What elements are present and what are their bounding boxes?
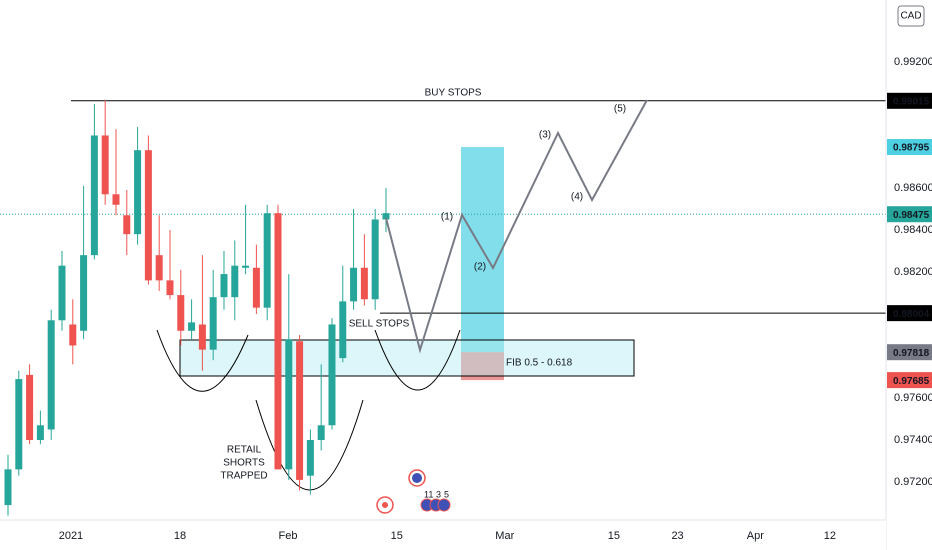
price-marker [887,372,932,389]
retail-label: SHORTS [223,458,265,469]
price-marker-label: 0.98795 [893,143,930,154]
candle-body [26,374,34,440]
price-marker-label: 0.99015 [893,96,930,107]
curve [156,329,249,392]
candle-body [198,324,206,350]
wave-path [385,99,648,354]
wave-label: (4) [571,192,583,203]
candle-body [177,295,185,331]
x-tick-label: 23 [671,530,683,542]
y-tick-label: 0.97600 [894,392,932,404]
retail-label: RETAIL [227,445,262,456]
candle-body [90,135,98,256]
fib-box [179,339,635,377]
candle-body [231,265,239,298]
x-tick-label: Mar [495,530,514,542]
candle-body [220,274,228,298]
candle-body [296,341,304,480]
axes: 2021 18 Feb 15 Mar 15 23 Apr 12 0.99200 0.98600 0.9… [59,56,932,542]
price-marker [887,305,932,322]
y-tick-label: 0.98200 [894,266,932,278]
buy-stops-label: BUY STOPS [425,88,482,99]
event-count: 5 [444,489,449,499]
candle-body [242,265,250,268]
candle-body [144,150,152,281]
price-marker-label: 0.97685 [893,376,930,387]
y-tick-label: 0.97200 [894,476,932,488]
y-tick-label: 0.97400 [894,434,932,446]
price-marker-label: 0.98004 [893,309,930,320]
candle-body [328,324,336,426]
candle-body [317,425,325,440]
candle-body [360,267,368,300]
candle-body [188,322,196,331]
x-tick-label: Apr [747,530,764,542]
currency-box[interactable] [897,5,925,27]
x-tick-label: 15 [391,530,403,542]
candle-body [306,439,314,476]
candle-body [134,150,142,235]
time-scale[interactable] [0,520,886,550]
candle-body [112,194,120,205]
price-marker [887,344,932,361]
candles [4,99,390,516]
candle-body [339,301,347,359]
x-tick-label: 2021 [59,530,83,542]
x-tick-label: 12 [824,530,836,542]
wave-label: (1) [441,212,453,223]
candle-body [36,425,44,440]
curve [374,329,461,391]
curve [255,399,364,491]
y-tick-label: 0.98400 [894,224,932,236]
x-tick-label: Feb [279,530,298,542]
wave-label: (3) [539,130,551,141]
event-count: 3 [436,489,441,499]
event-icon[interactable] [437,498,451,512]
candle-body [4,469,12,506]
candle-body [350,267,358,302]
price-marker-label: 0.98475 [893,210,930,221]
candle-body [15,379,23,470]
candle-body [101,135,109,195]
price-marker [887,206,932,223]
candle-body [285,339,293,470]
sell-stops-label: SELL STOPS [349,319,410,330]
candle-body [123,215,131,235]
event-icon-dot [382,502,388,508]
stop-zone [461,352,504,381]
currency: CAD [900,11,921,22]
candle-body [69,324,77,346]
candle-body [263,213,271,308]
price-scale[interactable] [886,0,932,550]
candle-body [209,297,217,350]
candle-body [252,267,260,308]
x-tick-label: 15 [608,530,620,542]
price-marker-label: 0.97818 [893,348,930,359]
candle-body [166,280,174,296]
candle-body [382,213,390,220]
candle-body [371,219,379,300]
wave-label: (5) [614,104,626,115]
event-icon-dot [412,473,422,483]
candle-body [274,213,282,470]
price-marker [887,139,932,156]
fib-label: FIB 0.5 - 0.618 [506,358,573,369]
candle-body [47,320,55,430]
y-tick-label: 0.99200 [894,56,932,68]
y-tick-label: 0.98600 [894,182,932,194]
price-marker [887,92,932,109]
wave-label: (2) [474,262,486,273]
event-count: 11 [424,489,433,499]
x-tick-label: 18 [174,530,186,542]
candle-body [80,255,88,331]
candle-body [58,265,66,321]
retail-label: TRAPPED [220,471,267,482]
candle-body [155,255,163,281]
